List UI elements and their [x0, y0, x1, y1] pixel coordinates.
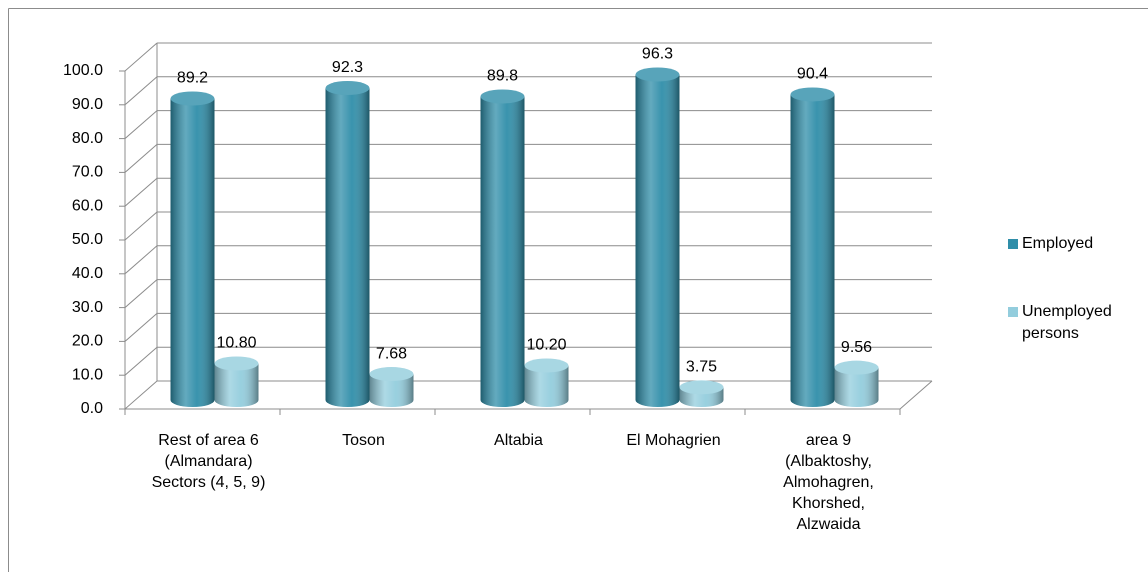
data-label: 89.8	[487, 68, 518, 85]
bar-top	[170, 91, 215, 106]
grid-line	[124, 211, 158, 241]
grid-line	[124, 346, 158, 376]
data-label: 89.2	[177, 70, 208, 87]
bar-body-shade	[170, 98, 215, 400]
bar	[480, 89, 525, 407]
bar-top-shade	[369, 367, 414, 382]
y-tick-label: 30.0	[72, 299, 103, 316]
bar-body-shade	[635, 74, 680, 401]
grid-line	[124, 144, 158, 173]
bar-top-shade	[524, 358, 569, 373]
grid-line	[124, 245, 158, 275]
x-tick-label: area 9 (Albaktoshy, Almohagren, Khorshed, Al…	[783, 432, 874, 533]
bar-top	[524, 358, 569, 373]
bar-top-shade	[170, 91, 215, 106]
bar-top-shade	[635, 67, 680, 82]
data-label: 7.68	[376, 345, 407, 362]
grid-line	[124, 76, 158, 106]
y-tick-label: 100.0	[63, 62, 103, 79]
bar-top	[635, 67, 680, 82]
data-label: 10.80	[216, 335, 256, 352]
y-tick-label: 90.0	[72, 96, 103, 113]
grid-line	[124, 42, 158, 72]
bar-top	[790, 87, 835, 102]
y-tick-label: 60.0	[72, 197, 103, 214]
bar-top-shade	[325, 81, 370, 96]
bar-top-shade	[834, 360, 879, 375]
x-tick-label: El Mohagrien	[626, 432, 720, 449]
y-tick-label: 50.0	[72, 231, 103, 248]
y-tick-label: 10.0	[72, 366, 103, 383]
bar	[635, 67, 680, 407]
bar-top	[679, 380, 724, 395]
bar	[325, 81, 370, 407]
data-label: 9.56	[841, 339, 872, 356]
y-tick-label: 80.0	[72, 130, 103, 147]
bar-top-shade	[790, 87, 835, 102]
grid-line	[124, 177, 158, 207]
grid-line	[124, 380, 158, 410]
x-tick-label: Altabia	[494, 432, 543, 449]
x-tick-label: Rest of area 6 (Almandara) Sectors (4, 5, …	[152, 432, 266, 491]
data-label: 90.4	[797, 66, 828, 83]
bar	[679, 380, 724, 407]
bar-top	[480, 89, 525, 104]
bar-top	[834, 360, 879, 375]
bar	[369, 367, 414, 407]
y-tick-label: 70.0	[72, 164, 103, 181]
legend-label: Employed	[1022, 235, 1093, 252]
data-label: 96.3	[642, 46, 673, 63]
y-tick-label: 0.0	[81, 400, 103, 417]
floor-edge	[899, 380, 933, 410]
data-label: 10.20	[526, 337, 566, 354]
bar-top	[325, 81, 370, 96]
x-tick-label: Toson	[342, 432, 385, 449]
bar-body-shade	[480, 96, 525, 400]
grid-line	[124, 110, 158, 139]
y-tick-label: 40.0	[72, 265, 103, 282]
legend-swatch	[1008, 239, 1018, 249]
bar	[834, 360, 879, 407]
bar	[170, 91, 215, 407]
bar-top-shade	[214, 356, 259, 371]
bar	[790, 87, 835, 407]
data-label: 3.75	[686, 359, 717, 376]
data-label: 92.3	[332, 59, 363, 76]
bar-body-shade	[790, 94, 835, 400]
y-tick-label: 20.0	[72, 333, 103, 350]
bar	[524, 358, 569, 407]
bar-body-shade	[325, 88, 370, 400]
legend-label: Unemployed persons	[1022, 303, 1112, 342]
bar-top-shade	[679, 380, 724, 395]
bar-top	[369, 367, 414, 382]
legend-swatch	[1008, 307, 1018, 317]
grid-line	[124, 313, 158, 342]
bar	[214, 356, 259, 407]
grid-line	[124, 279, 158, 308]
bar-top	[214, 356, 259, 371]
bar-top-shade	[480, 89, 525, 104]
